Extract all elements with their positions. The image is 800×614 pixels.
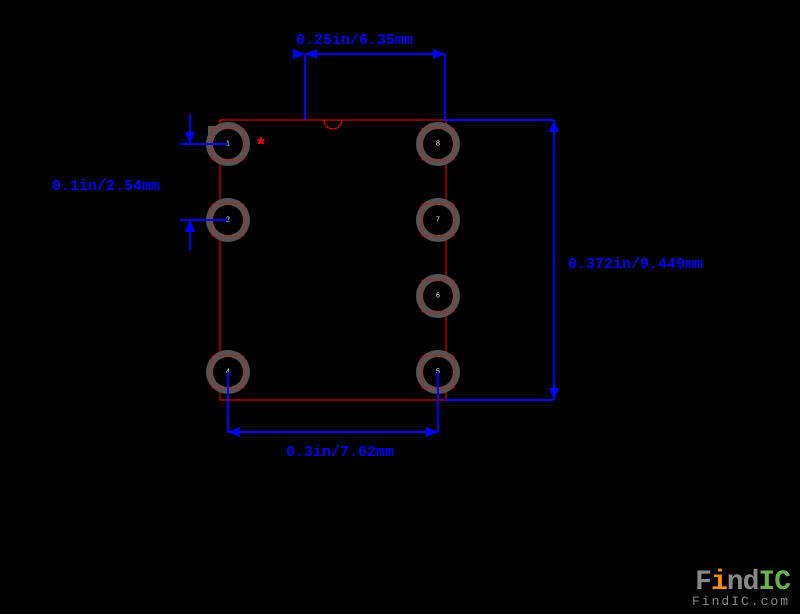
watermark: FindIC FindIC.com (692, 569, 790, 608)
dim-top-label: 0.25in/6.35mm (296, 32, 413, 49)
svg-text:6: 6 (436, 293, 440, 300)
watermark-url: FindIC.com (692, 595, 790, 608)
dim-right-label: 0.372in/9.449mm (568, 256, 703, 273)
svg-text:7: 7 (436, 217, 440, 224)
svg-text:8: 8 (436, 141, 440, 148)
svg-text:*: * (255, 136, 267, 159)
dim-left-label: 0.1in/2.54mm (52, 178, 160, 195)
watermark-logo: FindIC (692, 569, 790, 597)
dim-bottom-label: 0.3in/7.62mm (286, 444, 394, 461)
